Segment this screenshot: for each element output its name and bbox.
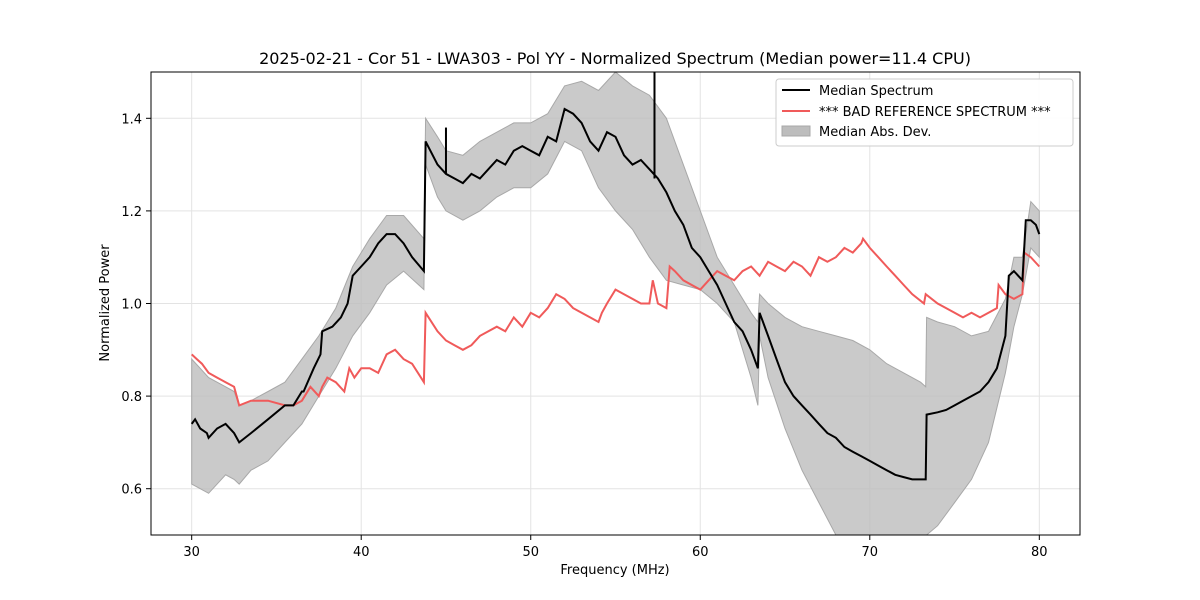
y-axis-label: Normalized Power — [98, 244, 113, 362]
x-tick-label: 60 — [692, 545, 709, 560]
median-spectrum-line — [190, 107, 1041, 481]
mad-band — [191, 72, 1040, 535]
y-tick-label: 0.8 — [121, 390, 142, 405]
y-tick-label: 1.0 — [121, 298, 142, 313]
x-tick-label: 50 — [522, 545, 539, 560]
y-tick-label: 1.2 — [121, 205, 142, 220]
legend-median-label: Median Spectrum — [819, 84, 933, 99]
legend-mad-swatch — [781, 125, 811, 137]
x-tick-label: 70 — [862, 545, 879, 560]
x-tick-label: 80 — [1031, 545, 1048, 560]
x-axis-ticks: 30 40 50 60 70 80 — [183, 535, 1048, 560]
chart-title: 2025-02-21 - Cor 51 - LWA303 - Pol YY - … — [259, 49, 971, 68]
x-axis-label: Frequency (MHz) — [560, 563, 669, 578]
x-tick-label: 40 — [353, 545, 370, 560]
y-tick-label: 1.4 — [121, 112, 142, 127]
reference-spectrum-line — [191, 236, 1041, 407]
legend-mad-label: Median Abs. Dev. — [819, 125, 931, 140]
legend: Median Spectrum *** BAD REFERENCE SPECTR… — [775, 78, 1074, 147]
y-tick-label: 0.6 — [121, 483, 142, 498]
y-axis-ticks: 0.6 0.8 1.0 1.2 1.4 — [121, 112, 151, 498]
legend-box — [775, 78, 1074, 147]
x-tick-label: 30 — [183, 545, 200, 560]
spikes — [444, 72, 656, 179]
legend-reference-label: *** BAD REFERENCE SPECTRUM *** — [819, 105, 1051, 120]
